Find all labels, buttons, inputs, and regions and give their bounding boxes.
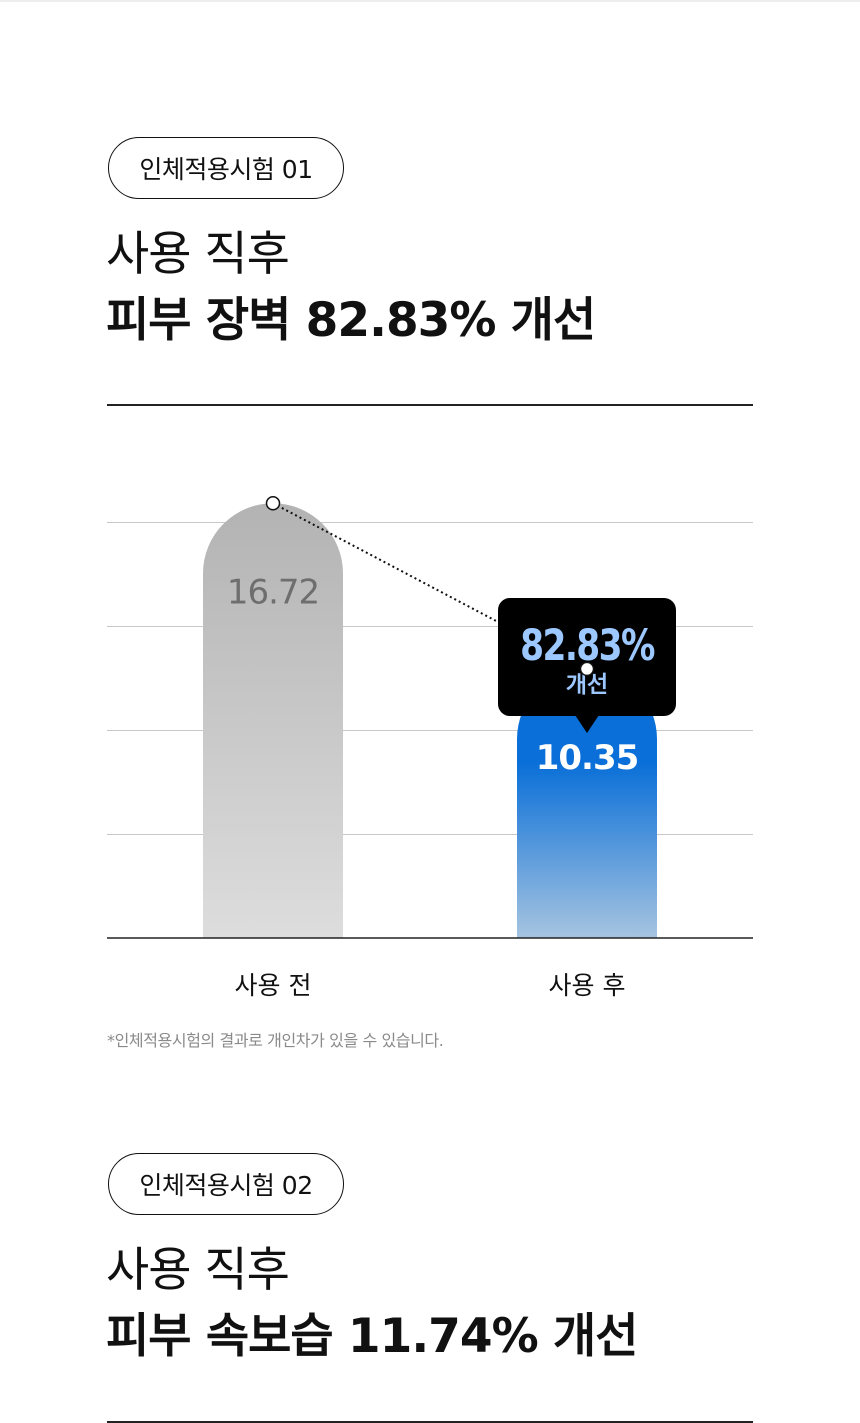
section1-headline: 사용 직후 피부 장벽 82.83% 개선 xyxy=(106,222,596,354)
bar-before xyxy=(203,503,343,938)
footnote: *인체적용시험의 결과로 개인차가 있을 수 있습니다. xyxy=(107,1031,444,1050)
category-label: 사용 후 xyxy=(549,971,626,1000)
bar-top-markers xyxy=(265,496,595,677)
test-badge-01: 인체적용시험 01 xyxy=(108,137,344,199)
top-divider xyxy=(0,0,860,2)
section2-headline: 사용 직후 피부 속보습 11.74% 개선 xyxy=(106,1238,639,1370)
callout-pointer xyxy=(575,715,599,733)
bar-top-marker xyxy=(265,496,281,511)
category-label: 사용 전 xyxy=(235,971,312,1000)
headline-line2: 피부 장벽 82.83% 개선 xyxy=(106,293,596,348)
bar-value-label: 10.35 xyxy=(536,738,639,778)
category-labels: 사용 전 사용 후 xyxy=(235,971,626,1000)
chart-top-divider xyxy=(107,404,753,406)
callout-box xyxy=(498,598,676,716)
test-badge-02: 인체적용시험 02 xyxy=(108,1153,344,1215)
bar-top-marker xyxy=(579,661,595,677)
value-labels: 16.72 10.35 xyxy=(227,572,639,778)
section2-divider xyxy=(107,1421,753,1423)
headline-line2: 피부 속보습 11.74% 개선 xyxy=(106,1309,639,1364)
bars xyxy=(203,503,657,938)
bar-value-label: 16.72 xyxy=(227,572,319,612)
headline-line1: 사용 직후 xyxy=(106,227,290,282)
bar-after xyxy=(517,668,657,938)
headline-line1: 사용 직후 xyxy=(106,1243,290,1298)
callout-label: 개선 xyxy=(566,672,608,698)
